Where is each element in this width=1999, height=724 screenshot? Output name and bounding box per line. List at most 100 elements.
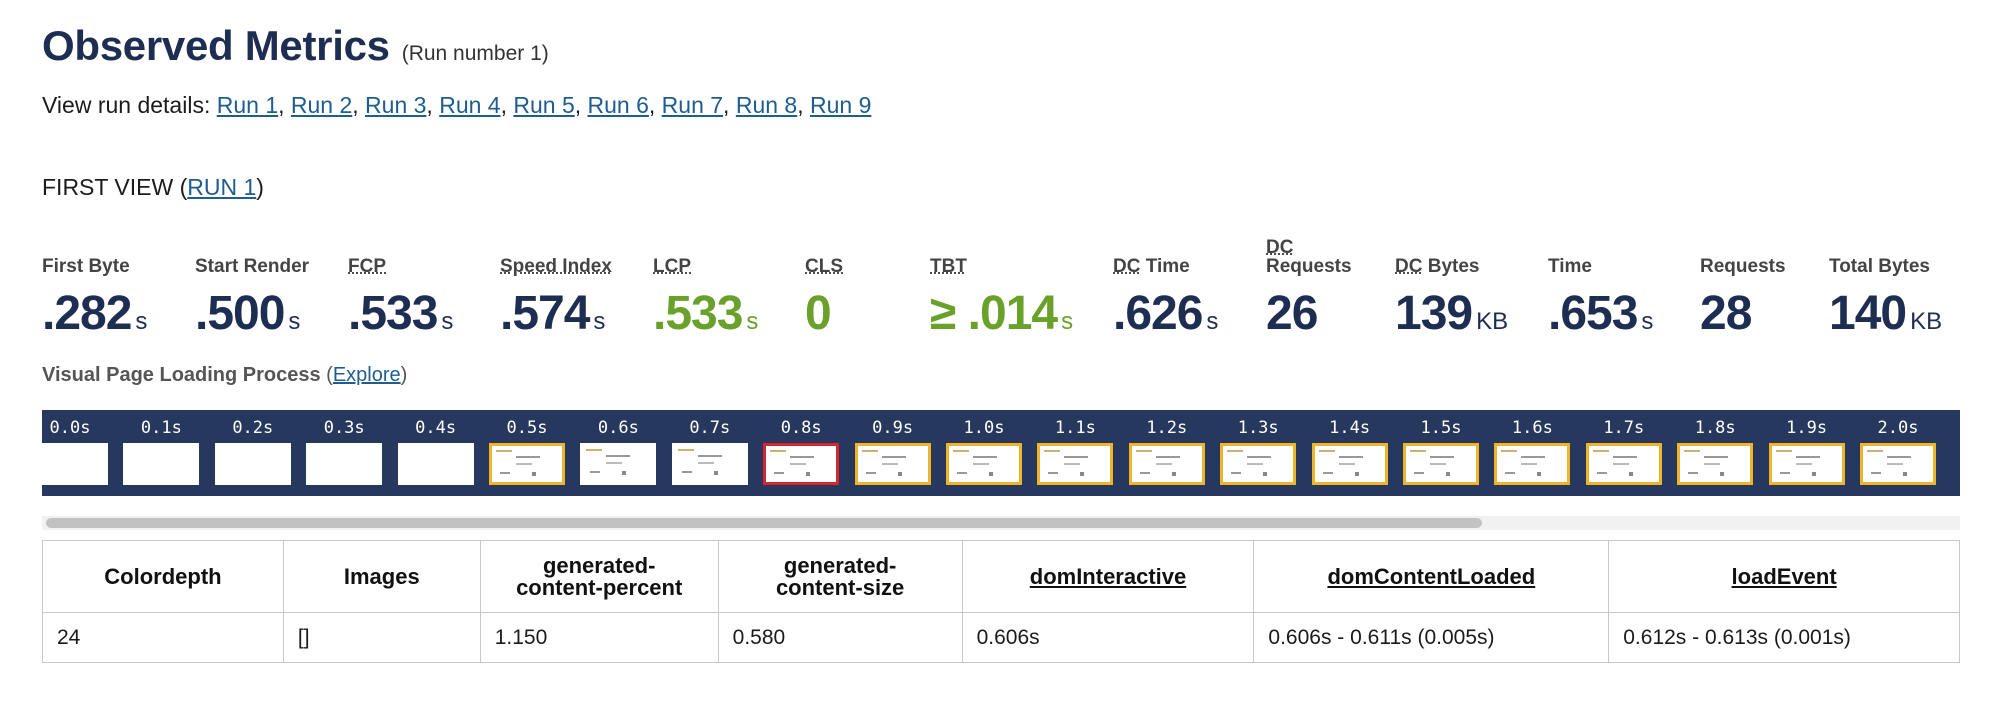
first-view-run-link[interactable]: RUN 1 (187, 174, 257, 200)
run-link-5[interactable]: Run 5 (513, 92, 575, 118)
frame-thumbnail[interactable] (763, 443, 840, 485)
metric-label: Start Render (195, 256, 310, 277)
frame-thumbnail[interactable] (123, 443, 200, 485)
frame-time: 0.7s (689, 418, 731, 438)
metric-unit: KB (1910, 308, 1943, 335)
header-text[interactable]: domContentLoaded (1327, 563, 1536, 589)
frame-time: 0.4s (415, 418, 457, 438)
thumbnail-content-mark (1521, 456, 1546, 458)
run-link-6[interactable]: Run 6 (587, 92, 649, 118)
filmstrip-frame[interactable]: 1.6s (1491, 410, 1573, 496)
thumbnail-content-mark (1521, 463, 1538, 465)
frame-thumbnail[interactable] (580, 443, 657, 485)
col-dom-interactive[interactable]: domInteractive (961, 540, 1255, 613)
run-link-3[interactable]: Run 3 (365, 92, 427, 118)
filmstrip-frame[interactable]: 0.3s (303, 410, 385, 496)
filmstrip-frame[interactable]: 0.7s (669, 410, 751, 496)
metric-number: .500 (195, 287, 285, 340)
col-load-event[interactable]: loadEvent (1608, 540, 1960, 613)
frame-thumbnail[interactable] (671, 443, 748, 485)
metric-label[interactable]: FCP (348, 256, 386, 277)
frame-thumbnail[interactable] (1220, 443, 1297, 485)
filmstrip-frame[interactable]: 0.6s (577, 410, 659, 496)
filmstrip-frame[interactable]: 1.1s (1034, 410, 1116, 496)
thumbnail-content-mark (1155, 463, 1172, 465)
run-link-7[interactable]: Run 7 (661, 92, 724, 118)
filmstrip-frame[interactable]: 0.8s (760, 410, 842, 496)
thumbnail-content-mark (1410, 450, 1426, 452)
metric-number: .653 (1548, 287, 1638, 340)
metric-fcp: FCP .533 s (348, 238, 453, 341)
frame-thumbnail[interactable] (397, 443, 474, 485)
filmstrip-scrollbar-thumb[interactable] (46, 518, 1482, 528)
frame-thumbnail[interactable] (1494, 443, 1571, 485)
metric-label: DC Time (1113, 238, 1218, 276)
header-text[interactable]: domInteractive (1029, 563, 1187, 589)
dc-abbr[interactable]: DC (1113, 256, 1141, 277)
frame-thumbnail[interactable] (1585, 443, 1662, 485)
thumbnail-content-mark (606, 462, 623, 464)
frame-thumbnail[interactable] (1311, 443, 1388, 485)
cell-load-event: 0.612s - 0.613s (0.001s) (1608, 612, 1960, 663)
filmstrip-frame[interactable]: 1.7s (1583, 410, 1665, 496)
thumbnail-content-mark (861, 450, 878, 452)
metric-label[interactable]: CLS (805, 256, 843, 277)
filmstrip-frame[interactable]: 0.4s (395, 410, 477, 496)
metric-label[interactable]: TBT (930, 256, 967, 277)
filmstrip-frame[interactable]: 1.8s (1674, 410, 1756, 496)
frame-thumbnail[interactable] (854, 443, 931, 485)
frame-thumbnail[interactable] (1128, 443, 1205, 485)
thumbnail-content-mark (500, 472, 510, 474)
filmstrip-frame[interactable]: 1.4s (1309, 410, 1391, 496)
frame-thumbnail[interactable] (32, 443, 108, 485)
thumbnail-content-mark (1227, 450, 1244, 452)
frame-thumbnail[interactable] (946, 443, 1022, 485)
explore-link[interactable]: Explore (332, 364, 401, 386)
frame-thumbnail[interactable] (1860, 443, 1936, 485)
frame-thumbnail[interactable] (1037, 443, 1114, 485)
run-link-8[interactable]: Run 8 (735, 92, 798, 118)
filmstrip-frame[interactable]: 0.2s (212, 410, 294, 496)
filmstrip-frame[interactable]: 0.0s (29, 410, 111, 496)
frame-time: 1.0s (963, 418, 1005, 438)
filmstrip[interactable]: 0.0s 0.1s 0.2s 0.3s 0.4s 0.5s 0.6s 0.7s 0.8s 0.9s… (32, 410, 1960, 496)
metric-value: 139 KB (1395, 286, 1508, 341)
filmstrip-frame[interactable]: 1.2s (1126, 410, 1208, 496)
frame-thumbnail[interactable] (1768, 443, 1845, 485)
thumbnail-content-mark (532, 472, 536, 476)
filmstrip-frame[interactable]: 2.0s (1857, 410, 1939, 496)
thumbnail-content-mark (1322, 472, 1333, 474)
filmstrip-scrollbar[interactable] (42, 516, 1960, 530)
filmstrip-frame[interactable]: 0.9s (852, 410, 934, 496)
frame-thumbnail[interactable] (489, 443, 565, 485)
thumbnail-content-mark (516, 463, 532, 465)
run-link-4[interactable]: Run 4 (439, 92, 501, 118)
filmstrip-frame[interactable]: 1.9s (1766, 410, 1848, 496)
frame-thumbnail[interactable] (214, 443, 291, 485)
header-text[interactable]: loadEvent (1731, 563, 1837, 589)
dc-abbr[interactable]: DC (1395, 256, 1423, 277)
thumbnail-content-mark (973, 463, 989, 465)
filmstrip-frame[interactable]: 1.3s (1217, 410, 1299, 496)
metric-dc-time: DC Time .626 s (1113, 238, 1218, 341)
metric-label[interactable]: LCP (653, 256, 691, 277)
thumbnail-content-mark (1414, 472, 1424, 474)
filmstrip-frame[interactable]: 0.1s (120, 410, 202, 496)
filmstrip-frame[interactable]: 1.0s (943, 410, 1025, 496)
col-dom-content-loaded[interactable]: domContentLoaded (1253, 540, 1610, 613)
visual-loading-label: Visual Page Loading Process (42, 364, 321, 386)
dc-abbr[interactable]: DC (1266, 237, 1294, 258)
metric-label[interactable]: Speed Index (500, 256, 612, 277)
run-link-1[interactable]: Run 1 (216, 92, 279, 118)
filmstrip-frame[interactable]: 0.5s (486, 410, 568, 496)
thumbnail-content-mark (774, 472, 785, 474)
thumbnail-content-mark (1887, 463, 1903, 465)
frame-thumbnail[interactable] (306, 443, 383, 485)
metric-label: DC Bytes (1395, 238, 1508, 276)
frame-thumbnail[interactable] (1403, 443, 1479, 485)
run-link-2[interactable]: Run 2 (290, 92, 353, 118)
run-link-9[interactable]: Run 9 (809, 92, 872, 118)
filmstrip-frame[interactable]: 1.5s (1400, 410, 1482, 496)
frame-thumbnail[interactable] (1677, 443, 1754, 485)
cell-dom-interactive: 0.606s (961, 612, 1255, 663)
